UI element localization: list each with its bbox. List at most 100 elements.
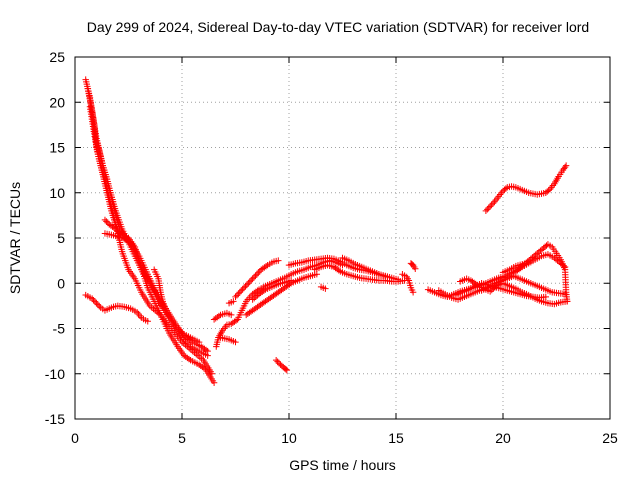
data-point xyxy=(287,277,295,284)
x-axis-label: GPS time / hours xyxy=(289,457,396,473)
data-points xyxy=(82,76,571,386)
data-point xyxy=(530,252,538,260)
data-point xyxy=(482,207,490,215)
data-point xyxy=(197,362,204,370)
data-point xyxy=(235,290,242,298)
x-tick-label: 20 xyxy=(495,430,511,446)
data-point xyxy=(195,361,203,368)
data-point xyxy=(282,366,289,373)
data-point xyxy=(502,185,510,192)
data-point xyxy=(184,354,191,362)
data-point xyxy=(107,222,115,229)
data-point xyxy=(265,295,272,303)
data-point xyxy=(243,311,250,319)
series-arc29 xyxy=(482,162,570,215)
data-point xyxy=(200,364,208,372)
data-point xyxy=(255,269,262,276)
data-point xyxy=(232,317,240,324)
x-tick-label: 0 xyxy=(71,430,79,446)
data-point xyxy=(256,267,263,275)
data-point xyxy=(239,286,246,293)
series-arc22 xyxy=(407,260,419,272)
data-point xyxy=(260,287,268,294)
y-tick-label: 25 xyxy=(49,49,65,65)
data-point xyxy=(259,288,266,296)
data-point xyxy=(210,316,218,323)
data-point xyxy=(229,319,237,327)
data-point xyxy=(409,289,417,296)
series-arc15 xyxy=(225,298,237,307)
data-point xyxy=(259,265,266,272)
series-arc17 xyxy=(317,283,329,292)
x-tick-label: 15 xyxy=(388,430,404,446)
data-point xyxy=(236,289,243,296)
series-arc8 xyxy=(82,291,151,325)
data-point xyxy=(279,285,287,293)
series-arc13 xyxy=(243,271,321,319)
data-point xyxy=(230,298,237,305)
y-tick-label: 10 xyxy=(49,185,65,201)
y-tick-label: -5 xyxy=(53,321,66,337)
data-point xyxy=(283,283,290,290)
data-point xyxy=(260,299,268,306)
data-point xyxy=(272,356,280,364)
data-point xyxy=(232,293,239,301)
data-point xyxy=(91,298,99,305)
data-point xyxy=(252,293,260,301)
y-tick-label: -10 xyxy=(45,366,65,382)
series-arc7 xyxy=(150,266,171,319)
data-point xyxy=(238,287,245,294)
series-arc10 xyxy=(210,309,235,323)
data-point xyxy=(244,310,252,317)
y-tick-label: 20 xyxy=(49,94,65,110)
data-point xyxy=(554,257,561,264)
data-point xyxy=(535,248,543,256)
data-point xyxy=(249,275,256,282)
data-point xyxy=(332,264,339,272)
data-point xyxy=(537,247,544,254)
data-point xyxy=(249,290,256,298)
y-tick-label: 5 xyxy=(57,230,65,246)
data-point xyxy=(467,277,475,284)
data-point xyxy=(330,263,338,271)
data-point xyxy=(278,286,285,294)
series-arc20 xyxy=(339,254,391,281)
data-point xyxy=(281,284,288,291)
data-point xyxy=(252,304,260,312)
x-tick-label: 5 xyxy=(178,430,186,446)
data-point xyxy=(275,289,282,296)
data-point xyxy=(255,302,263,310)
axis-ticks: 0 5 10 15 20 25 -15 -10 -5 0 5 10 15 20 25 xyxy=(45,49,618,446)
data-point xyxy=(254,303,261,311)
data-point xyxy=(246,309,253,316)
data-point xyxy=(255,290,263,298)
data-point xyxy=(561,263,569,271)
y-tick-label: -15 xyxy=(45,411,65,427)
data-point xyxy=(560,262,567,269)
series-arc28 xyxy=(499,259,532,276)
chart-title: Day 299 of 2024, Sidereal Day-to-day VTE… xyxy=(87,19,589,35)
data-point xyxy=(144,318,151,325)
data-point xyxy=(240,284,248,291)
data-point xyxy=(257,266,265,273)
data-point xyxy=(247,308,255,315)
data-point xyxy=(284,282,292,289)
data-point xyxy=(268,293,276,301)
series-arc27 xyxy=(478,272,569,298)
data-point xyxy=(109,223,116,230)
series-arc12 xyxy=(232,257,282,301)
y-tick-label: 0 xyxy=(57,275,65,291)
data-point xyxy=(245,280,252,287)
data-point xyxy=(262,263,270,270)
data-point xyxy=(101,216,109,224)
data-point xyxy=(199,363,206,371)
series-arc11 xyxy=(217,334,239,346)
data-point xyxy=(182,353,189,360)
data-point xyxy=(106,221,113,228)
data-point xyxy=(257,289,264,297)
data-point xyxy=(274,358,281,365)
data-point xyxy=(251,294,258,302)
data-point xyxy=(562,162,570,169)
data-point xyxy=(242,283,249,290)
